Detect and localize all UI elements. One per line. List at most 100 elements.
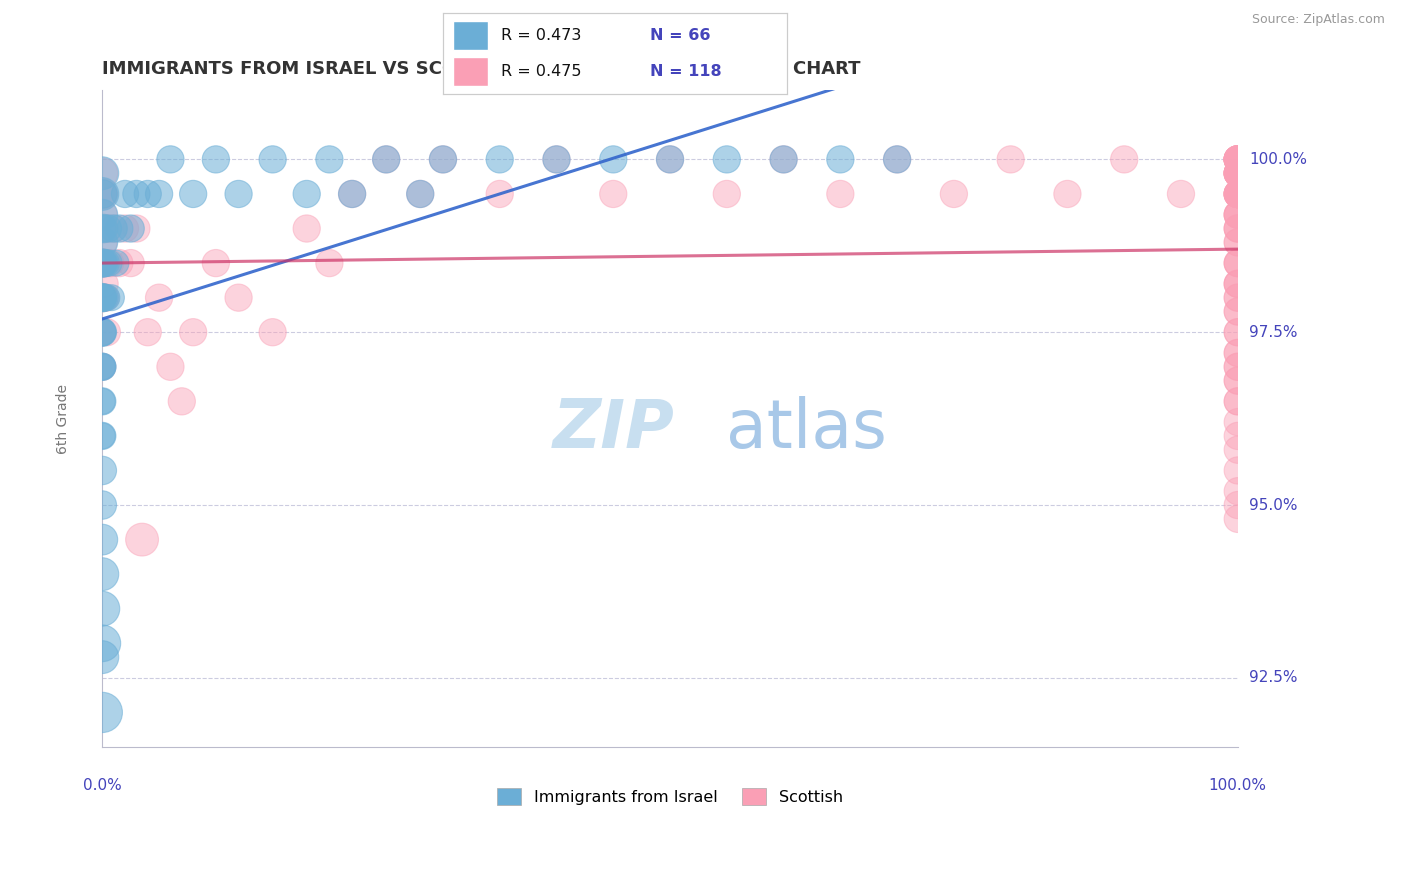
Point <box>1226 256 1249 270</box>
Point <box>103 221 125 235</box>
Point <box>1226 186 1249 201</box>
Point <box>1226 153 1249 167</box>
Point <box>114 221 136 235</box>
Point <box>148 186 170 201</box>
Point <box>1226 235 1249 250</box>
Point <box>97 221 120 235</box>
Point <box>716 153 738 167</box>
FancyBboxPatch shape <box>453 57 488 86</box>
Point <box>131 533 153 547</box>
Point <box>108 221 131 235</box>
Point <box>295 186 318 201</box>
Point <box>91 186 114 201</box>
Point <box>125 186 148 201</box>
Point <box>659 153 682 167</box>
Point <box>1226 346 1249 360</box>
Point <box>93 256 115 270</box>
Point <box>98 256 121 270</box>
Point <box>170 394 193 409</box>
Point <box>91 186 114 201</box>
Point <box>91 256 114 270</box>
Point <box>340 186 363 201</box>
Point <box>1226 463 1249 477</box>
Point <box>1226 166 1249 180</box>
Point <box>1226 512 1249 526</box>
Point <box>1226 153 1249 167</box>
Point <box>1226 153 1249 167</box>
Point <box>1226 186 1249 201</box>
Point <box>91 636 114 650</box>
Point <box>91 256 114 270</box>
Point <box>91 429 114 443</box>
Point <box>136 186 159 201</box>
Point <box>91 567 114 582</box>
Point <box>1226 277 1249 291</box>
Point <box>546 153 568 167</box>
Point <box>1114 153 1136 167</box>
Point <box>1226 208 1249 222</box>
Point <box>1226 442 1249 457</box>
Point <box>93 256 115 270</box>
Point <box>1226 359 1249 374</box>
Point <box>1226 359 1249 374</box>
Point <box>1226 166 1249 180</box>
Point <box>1226 304 1249 318</box>
Point <box>318 256 340 270</box>
Point <box>205 256 228 270</box>
Point <box>93 221 115 235</box>
Text: Source: ZipAtlas.com: Source: ZipAtlas.com <box>1251 13 1385 27</box>
Point <box>602 186 624 201</box>
Point <box>91 291 114 305</box>
Point <box>1226 153 1249 167</box>
Point <box>91 533 114 547</box>
Point <box>375 153 398 167</box>
Point <box>91 359 114 374</box>
Point <box>1226 186 1249 201</box>
Point <box>1226 374 1249 388</box>
Point <box>91 325 114 339</box>
Point <box>91 291 114 305</box>
Point <box>1226 186 1249 201</box>
Point <box>262 325 284 339</box>
Point <box>91 650 114 665</box>
Text: R = 0.475: R = 0.475 <box>502 63 582 78</box>
Point <box>91 394 114 409</box>
Point <box>1226 415 1249 429</box>
Point <box>91 221 114 235</box>
Point <box>1226 186 1249 201</box>
Point <box>318 153 340 167</box>
Point <box>91 601 114 615</box>
Point <box>1226 484 1249 499</box>
Point <box>91 325 114 339</box>
Point <box>1056 186 1078 201</box>
Point <box>1226 166 1249 180</box>
Point <box>1226 498 1249 512</box>
Point <box>1226 153 1249 167</box>
Text: N = 118: N = 118 <box>650 63 721 78</box>
Point <box>1226 186 1249 201</box>
Point <box>1226 394 1249 409</box>
Point <box>432 153 454 167</box>
Point <box>91 166 114 180</box>
Point <box>228 291 250 305</box>
Point <box>886 153 908 167</box>
Point <box>1226 166 1249 180</box>
Point <box>1226 208 1249 222</box>
Point <box>91 166 114 180</box>
Point <box>1170 186 1192 201</box>
Point <box>1226 166 1249 180</box>
Point <box>1226 304 1249 318</box>
Point <box>93 291 115 305</box>
Point <box>1226 221 1249 235</box>
Point <box>94 256 117 270</box>
Point <box>1226 325 1249 339</box>
Point <box>409 186 432 201</box>
Point <box>91 463 114 477</box>
Point <box>1226 221 1249 235</box>
Point <box>91 235 114 250</box>
Point <box>1226 186 1249 201</box>
Point <box>91 235 114 250</box>
Point <box>1226 166 1249 180</box>
Point <box>181 325 204 339</box>
Point <box>136 325 159 339</box>
